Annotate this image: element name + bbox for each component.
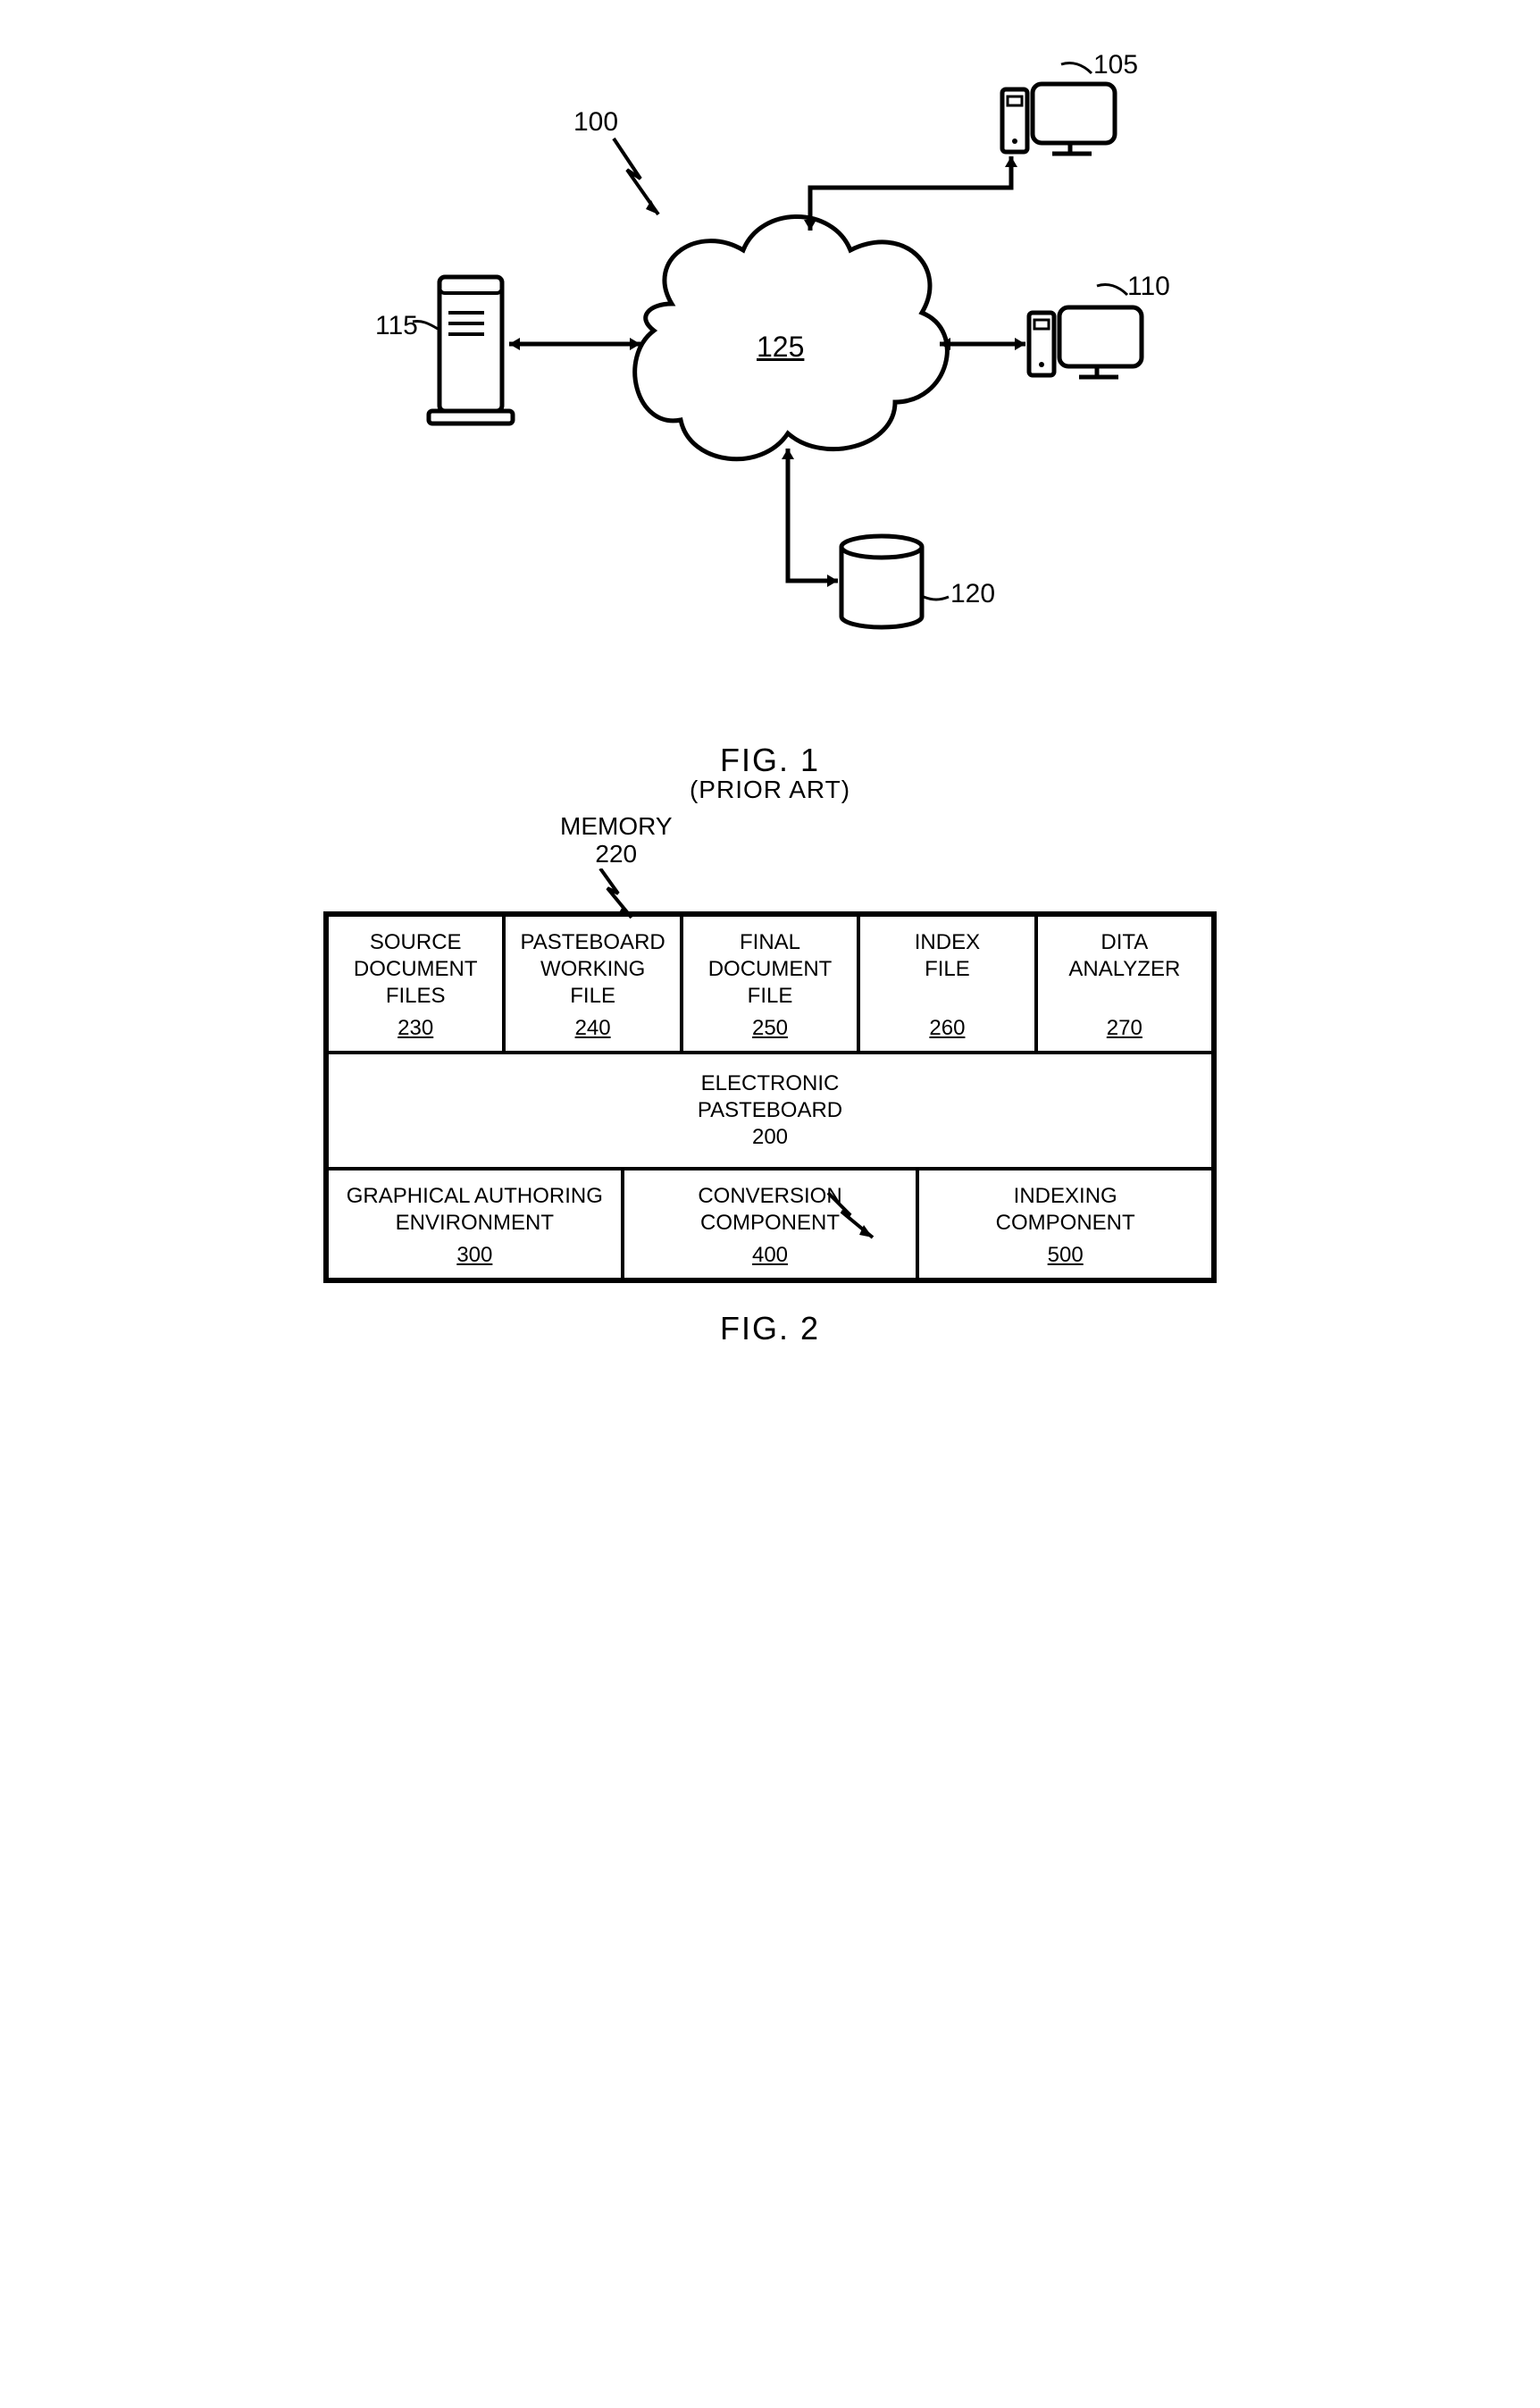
- client-right-ref: 110: [1127, 272, 1170, 302]
- edge-bottom: [788, 449, 838, 581]
- client-right-leader: [1097, 284, 1127, 295]
- pasteboard-ref: 200: [752, 1125, 788, 1149]
- cell-source-files: SOURCE DOCUMENT FILES 230: [327, 915, 504, 1053]
- cell-indexing: INDEXING COMPONENT 500: [917, 1169, 1213, 1280]
- cell-pasteboard-file: PASTEBOARD WORKING FILE 240: [504, 915, 681, 1053]
- server-icon: [429, 277, 513, 424]
- database-icon: [841, 536, 922, 627]
- cell-index-file: INDEX FILE 260: [858, 915, 1035, 1053]
- cell-dita-analyzer: DITA ANALYZER 270: [1036, 915, 1213, 1053]
- memory-row-files: SOURCE DOCUMENT FILES 230 PASTEBOARD WOR…: [327, 915, 1213, 1053]
- system-ref-label: 100: [573, 107, 618, 138]
- memory-row-components: GRAPHICAL AUTHORING ENVIRONMENT 300 CONV…: [327, 1169, 1213, 1280]
- db-leader: [924, 597, 949, 600]
- db-ref: 120: [950, 579, 995, 609]
- memory-row-pasteboard: ELECTRONIC PASTEBOARD 200: [327, 1053, 1213, 1169]
- memory-arrow-icon: [591, 868, 663, 931]
- memory-text: MEMORY: [560, 812, 673, 840]
- server-ref: 115: [375, 311, 418, 341]
- fig1-subtitle: (PRIOR ART): [323, 776, 1217, 804]
- pasteboard-line2: PASTEBOARD: [698, 1098, 842, 1122]
- pasteboard-arrow-icon: [824, 1188, 904, 1251]
- fig1-title: FIG. 1: [323, 742, 1217, 779]
- client-top-icon: [1002, 84, 1115, 154]
- figure-1-diagram: 125 100 105 110 115 120: [323, 36, 1217, 733]
- client-right-icon: [1029, 307, 1142, 377]
- system-ref-arrow: [614, 138, 658, 214]
- edge-top: [810, 156, 1011, 231]
- cloud-ref-label: 125: [757, 331, 804, 364]
- figure-2-diagram: MEMORY 220 SOURCE DOCUMENT FILES 230 PAS…: [323, 911, 1217, 1283]
- pasteboard-line1: ELECTRONIC: [701, 1071, 840, 1095]
- memory-ref: 220: [595, 840, 637, 868]
- memory-label: MEMORY 220: [560, 813, 673, 868]
- memory-table: SOURCE DOCUMENT FILES 230 PASTEBOARD WOR…: [323, 911, 1217, 1283]
- cell-final-file: FINAL DOCUMENT FILE 250: [682, 915, 858, 1053]
- fig2-title: FIG. 2: [323, 1310, 1217, 1347]
- cell-electronic-pasteboard: ELECTRONIC PASTEBOARD 200: [327, 1053, 1213, 1169]
- client-top-ref: 105: [1093, 50, 1138, 80]
- client-top-leader: [1061, 63, 1092, 73]
- cell-authoring-env: GRAPHICAL AUTHORING ENVIRONMENT 300: [327, 1169, 623, 1280]
